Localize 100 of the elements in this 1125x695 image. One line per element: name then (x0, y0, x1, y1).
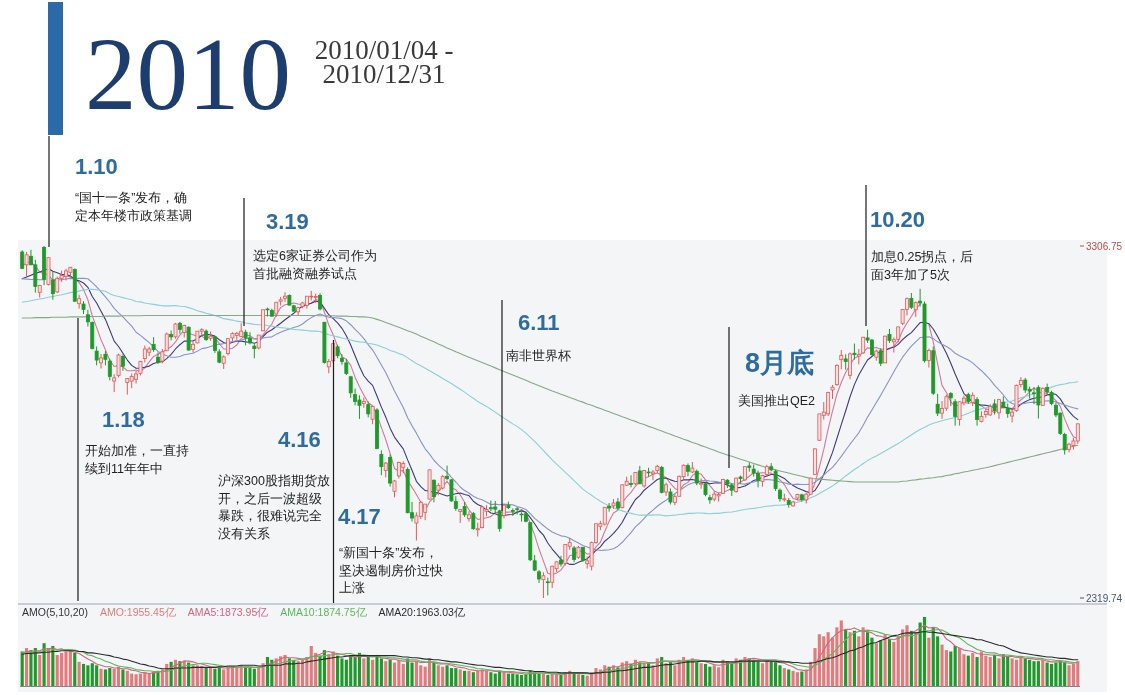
bar (957, 648, 962, 686)
candlestick (186, 326, 191, 352)
bar (77, 661, 81, 686)
bar (480, 669, 484, 686)
candlestick (559, 555, 563, 568)
bar (388, 659, 392, 686)
bar (673, 665, 677, 686)
bar (134, 674, 138, 686)
bar (458, 669, 462, 686)
candlestick (834, 363, 839, 387)
candlestick (33, 259, 38, 294)
bar (445, 665, 449, 686)
candlestick (957, 400, 962, 427)
annotation: 沪深300股指期货放开，之后一波超级暴跌，很难说完全没有关系 (218, 473, 330, 541)
bar (375, 654, 379, 686)
bar (401, 663, 405, 686)
bar (703, 663, 708, 686)
bar (489, 672, 493, 686)
bar (397, 659, 401, 686)
bar (559, 674, 563, 686)
candlestick (707, 494, 712, 505)
bar (708, 666, 712, 686)
bar (979, 651, 984, 686)
candlestick (826, 391, 831, 417)
bar (993, 654, 997, 686)
bar (778, 665, 782, 686)
annotation: 4.17 (338, 504, 381, 529)
bar (484, 670, 489, 686)
bar (901, 629, 905, 686)
bar (436, 665, 440, 686)
bar (699, 663, 703, 686)
annotation: 1.18 (102, 407, 145, 432)
bar (550, 673, 554, 686)
bar (865, 632, 870, 686)
annotation: 4.16 (278, 427, 321, 452)
bar (379, 658, 383, 686)
bar (208, 668, 213, 686)
bar (800, 671, 804, 686)
bar (147, 673, 151, 686)
annotation: “新国十条”发布，坚决遏制房价过快上涨 (339, 546, 443, 595)
bar (922, 617, 927, 686)
y-tick-label: 3306.75 (1086, 240, 1123, 252)
bar (1028, 659, 1032, 686)
bar (975, 657, 979, 686)
bar (248, 668, 252, 686)
bar (1071, 663, 1075, 686)
bar (191, 665, 195, 686)
candlestick (699, 477, 704, 490)
bar (449, 668, 454, 686)
bar (366, 657, 370, 686)
bar (200, 665, 204, 686)
bar (340, 658, 344, 686)
bar (344, 659, 348, 686)
bar (949, 651, 953, 686)
candlestick (77, 294, 82, 310)
bar (384, 661, 388, 686)
bar (410, 662, 414, 686)
annotation: 选定6家证券公司作为首批融资融券试点 (253, 248, 377, 281)
bar (892, 641, 896, 686)
bar (95, 665, 99, 686)
bar (848, 632, 852, 686)
bar (769, 661, 773, 686)
bar (1041, 659, 1045, 686)
bar (121, 669, 125, 686)
chart-title: 2010 (85, 17, 291, 131)
bar (204, 667, 208, 686)
bar (476, 670, 480, 686)
bar (1014, 659, 1019, 686)
candlestick (50, 270, 55, 301)
bar (760, 663, 765, 686)
bar (493, 673, 497, 686)
candlestick (370, 405, 375, 425)
bar (432, 662, 436, 686)
candlestick (686, 462, 690, 477)
bar (353, 657, 357, 686)
bar (765, 660, 769, 686)
bar (905, 625, 909, 686)
bar (572, 673, 576, 686)
bar (971, 652, 975, 686)
bar (130, 673, 134, 686)
bar (38, 654, 42, 686)
bar (1036, 661, 1040, 686)
bar (861, 627, 865, 686)
chart-subtitle: 2010/01/04 - 2010/12/31 (314, 35, 454, 89)
bar (90, 663, 94, 686)
candlestick (488, 500, 493, 512)
bar (406, 658, 410, 686)
bar (581, 674, 585, 686)
candlestick (379, 449, 384, 476)
bar (29, 650, 33, 686)
text: AMA5:1873.95亿 (187, 606, 269, 618)
bar (1045, 662, 1049, 686)
text: 10.20 (870, 207, 926, 232)
bar (125, 670, 129, 686)
candlestick (467, 510, 471, 523)
bar (86, 665, 90, 686)
bar (585, 675, 589, 686)
bar (852, 630, 856, 686)
bar (515, 674, 519, 686)
candlestick (1036, 384, 1041, 420)
